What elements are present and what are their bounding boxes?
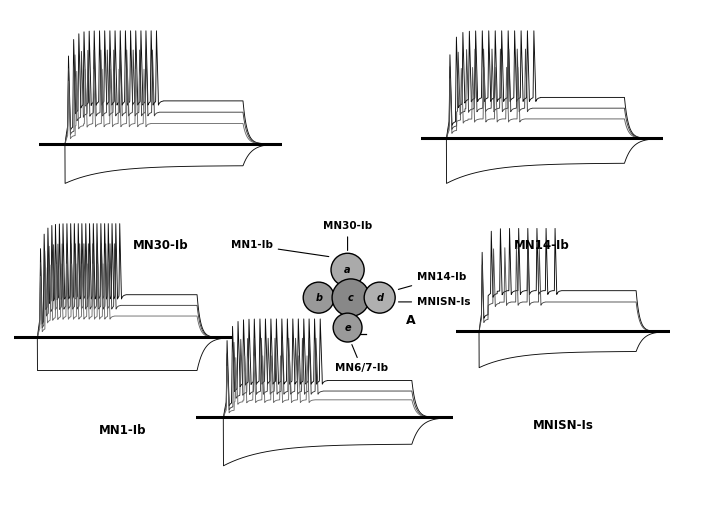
Circle shape	[331, 253, 364, 286]
Text: MN1-Ib: MN1-Ib	[231, 240, 329, 256]
Circle shape	[333, 313, 362, 342]
Text: MN30-Ib: MN30-Ib	[133, 239, 188, 252]
Text: MN6/7-Ib: MN6/7-Ib	[335, 345, 388, 373]
Text: MN30-Ib: MN30-Ib	[323, 221, 372, 250]
Text: MN14-Ib: MN14-Ib	[514, 239, 570, 252]
Circle shape	[364, 282, 395, 313]
Text: a: a	[344, 265, 351, 275]
Circle shape	[332, 279, 369, 316]
Text: c: c	[348, 293, 354, 303]
Text: MN14-Ib: MN14-Ib	[399, 272, 466, 289]
Text: MNISN-Is: MNISN-Is	[399, 297, 471, 307]
Text: A: A	[406, 314, 416, 327]
Circle shape	[303, 282, 334, 313]
Text: MNISN-Is: MNISN-Is	[533, 419, 594, 432]
Text: MN1-Ib: MN1-Ib	[99, 424, 147, 437]
Text: d: d	[376, 293, 383, 303]
Text: e: e	[344, 322, 351, 333]
Text: b: b	[315, 293, 322, 303]
